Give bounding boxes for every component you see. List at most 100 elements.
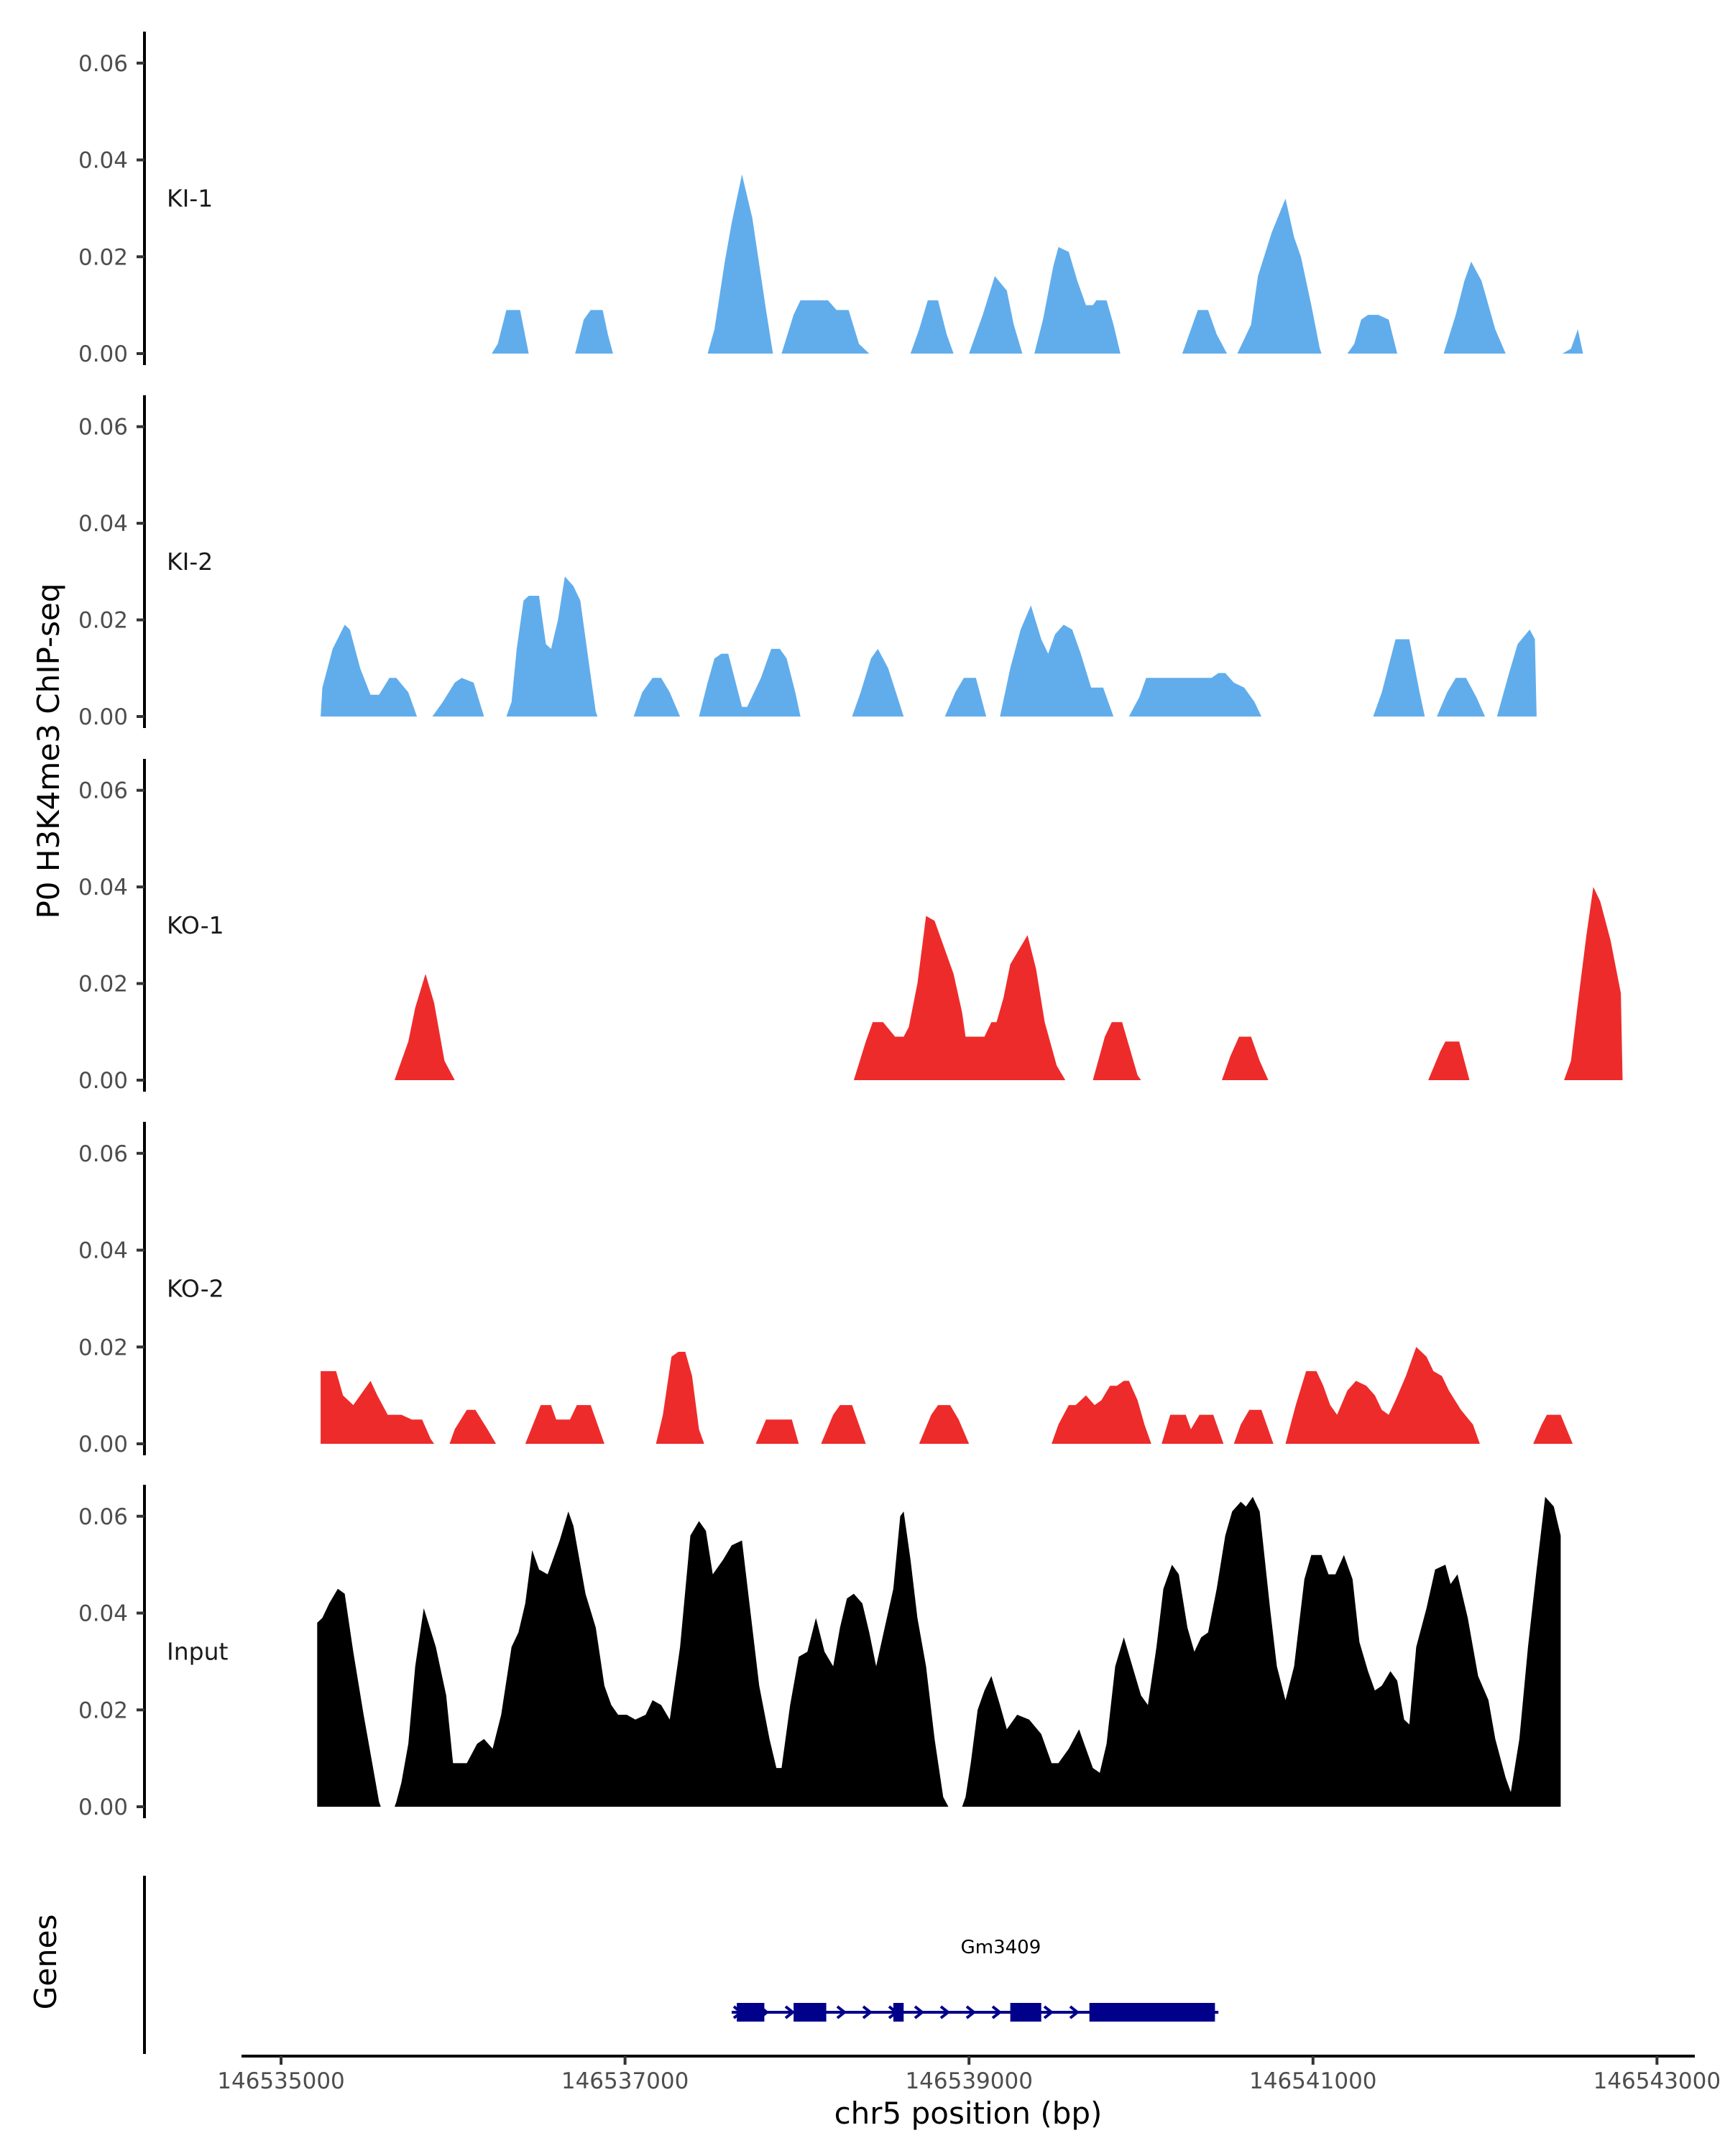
x-axis-title: chr5 position (bp) bbox=[834, 2096, 1103, 2131]
track-label-ki-1: KI-1 bbox=[167, 184, 213, 212]
y-tick-label: 0.04 bbox=[78, 511, 128, 537]
signal-peak-ko-2-11 bbox=[1285, 1347, 1480, 1444]
x-tick-label: 146539000 bbox=[905, 2068, 1033, 2094]
y-tick-label: 0.04 bbox=[78, 1601, 128, 1627]
signal-peak-ki-2-7 bbox=[944, 678, 987, 717]
gene-annotation-panel: Gm3409 bbox=[143, 1876, 1219, 2054]
signal-peak-ki-2-3 bbox=[506, 576, 598, 717]
signal-peak-ki-1-6 bbox=[969, 276, 1023, 354]
track-label-ko-2: KO-2 bbox=[167, 1274, 224, 1302]
y-tick-label: 0.06 bbox=[78, 778, 128, 804]
signal-peak-ko-1-3 bbox=[1092, 1022, 1141, 1080]
signal-peak-ki-2-6 bbox=[852, 648, 904, 717]
exon bbox=[893, 2003, 904, 2022]
exon bbox=[737, 2003, 765, 2022]
y-tick-label: 0.06 bbox=[78, 1504, 128, 1530]
signal-peak-ko-2-6 bbox=[821, 1405, 866, 1444]
y-tick-label: 0.00 bbox=[78, 1068, 128, 1094]
strand-arrow bbox=[991, 2005, 1003, 2019]
signal-peak-ki-2-4 bbox=[633, 678, 681, 717]
track-ki-1: 0.00 0.02 0.04 0.06 KI-1 bbox=[78, 32, 1583, 367]
signal-peak-ko-2-10 bbox=[1233, 1409, 1274, 1444]
signal-peak-ki-2-2 bbox=[432, 678, 484, 717]
signal-peak-input-2 bbox=[395, 1511, 949, 1807]
signal-peak-ki-2-5 bbox=[699, 648, 801, 717]
track-input: 0.00 0.02 0.04 0.06 Input bbox=[78, 1485, 1561, 1820]
signal-peak-input-1 bbox=[317, 1588, 381, 1807]
track-label-ki-2: KI-2 bbox=[167, 548, 213, 576]
gene-gm3409: Gm3409 bbox=[731, 1937, 1219, 2022]
signal-peak-ki-1-2 bbox=[575, 310, 613, 354]
signal-peak-ki-1-9 bbox=[1237, 198, 1322, 354]
x-tick-label: 146543000 bbox=[1593, 2068, 1721, 2094]
strand-arrow bbox=[1043, 2005, 1054, 2019]
y-tick-label: 0.04 bbox=[78, 875, 128, 900]
signal-peak-ko-2-3 bbox=[525, 1405, 604, 1444]
y-tick-label: 0.02 bbox=[78, 972, 128, 998]
strand-arrow bbox=[862, 2005, 873, 2019]
signal-peak-ki-1-8 bbox=[1182, 310, 1228, 354]
signal-peak-ko-1-1 bbox=[395, 974, 455, 1080]
signal-peak-ki-2-8 bbox=[1000, 605, 1114, 717]
track-ko-1: 0.00 0.02 0.04 0.06 KO-1 bbox=[78, 759, 1623, 1094]
exon bbox=[1089, 2003, 1215, 2022]
signal-peak-ko-1-4 bbox=[1222, 1036, 1269, 1080]
signal-peak-ki-2-11 bbox=[1437, 678, 1486, 717]
y-tick-label: 0.06 bbox=[78, 1141, 128, 1167]
signal-peak-ki-1-11 bbox=[1443, 262, 1506, 354]
signal-peak-ki-2-9 bbox=[1128, 673, 1261, 717]
x-tick-label: 146535000 bbox=[217, 2068, 345, 2094]
y-tick-label: 0.00 bbox=[78, 341, 128, 367]
signal-peak-ki-1-7 bbox=[1034, 247, 1121, 354]
signal-peak-ko-2-12 bbox=[1533, 1414, 1573, 1444]
y-tick-label: 0.02 bbox=[78, 244, 128, 270]
signal-peak-ko-2-8 bbox=[1052, 1381, 1151, 1444]
signal-peak-ki-1-3 bbox=[707, 174, 773, 354]
track-label-ko-1: KO-1 bbox=[167, 911, 224, 939]
track-ki-2: 0.00 0.02 0.04 0.06 KI-2 bbox=[78, 395, 1537, 730]
y-tick-label: 0.00 bbox=[78, 1795, 128, 1820]
strand-arrow bbox=[914, 2005, 925, 2019]
signal-peak-ko-1-5 bbox=[1428, 1041, 1470, 1080]
y-tick-label: 0.02 bbox=[78, 608, 128, 634]
signal-peak-ko-1-2 bbox=[853, 916, 1066, 1080]
signal-peak-ko-1-6 bbox=[1564, 887, 1623, 1080]
exon bbox=[794, 2003, 827, 2022]
x-tick-label: 146541000 bbox=[1249, 2068, 1377, 2094]
signal-peak-ko-2-5 bbox=[755, 1419, 799, 1444]
y-tick-label: 0.06 bbox=[78, 415, 128, 441]
signal-peak-ki-1-10 bbox=[1347, 315, 1397, 354]
strand-arrow bbox=[784, 2005, 796, 2019]
signal-peak-ki-1-5 bbox=[910, 300, 954, 354]
signal-tracks: 0.00 0.02 0.04 0.06 KI-1 0.00 0.02 0.04 0.06 KI-2… bbox=[78, 32, 1623, 1820]
signal-peak-ko-2-4 bbox=[656, 1352, 704, 1444]
gene-label: Gm3409 bbox=[961, 1937, 1041, 1958]
strand-arrow bbox=[965, 2005, 977, 2019]
y-tick-label: 0.04 bbox=[78, 148, 128, 174]
y-axis-title: P0 H3K4me3 ChIP-seq bbox=[31, 583, 66, 918]
signal-peak-ki-1-12 bbox=[1562, 329, 1583, 354]
signal-peak-ki-2-1 bbox=[321, 625, 418, 717]
strand-arrow bbox=[1069, 2005, 1080, 2019]
signal-peak-ki-2-12 bbox=[1496, 630, 1537, 717]
x-axis: 146535000 146537000 146539000 146541000 1465… bbox=[217, 2055, 1721, 2094]
genes-axis-title: Genes bbox=[28, 1915, 63, 2010]
y-tick-label: 0.02 bbox=[78, 1697, 128, 1723]
strand-arrow bbox=[836, 2005, 847, 2019]
track-ko-2: 0.00 0.02 0.04 0.06 KO-2 bbox=[78, 1122, 1573, 1457]
signal-peak-ko-2-2 bbox=[449, 1409, 497, 1444]
signal-peak-ki-1-4 bbox=[781, 300, 870, 354]
signal-peak-ki-1-1 bbox=[492, 310, 529, 354]
signal-peak-ki-2-10 bbox=[1373, 639, 1425, 717]
exon bbox=[1010, 2003, 1041, 2022]
y-tick-label: 0.06 bbox=[78, 51, 128, 77]
signal-peak-ko-2-9 bbox=[1162, 1414, 1224, 1444]
signal-peak-input-3 bbox=[962, 1496, 1561, 1807]
track-label-input: Input bbox=[167, 1637, 229, 1665]
y-tick-label: 0.00 bbox=[78, 1432, 128, 1457]
y-tick-label: 0.00 bbox=[78, 704, 128, 730]
signal-peak-ko-2-1 bbox=[321, 1370, 434, 1444]
y-tick-label: 0.02 bbox=[78, 1335, 128, 1360]
y-tick-label: 0.04 bbox=[78, 1238, 128, 1264]
